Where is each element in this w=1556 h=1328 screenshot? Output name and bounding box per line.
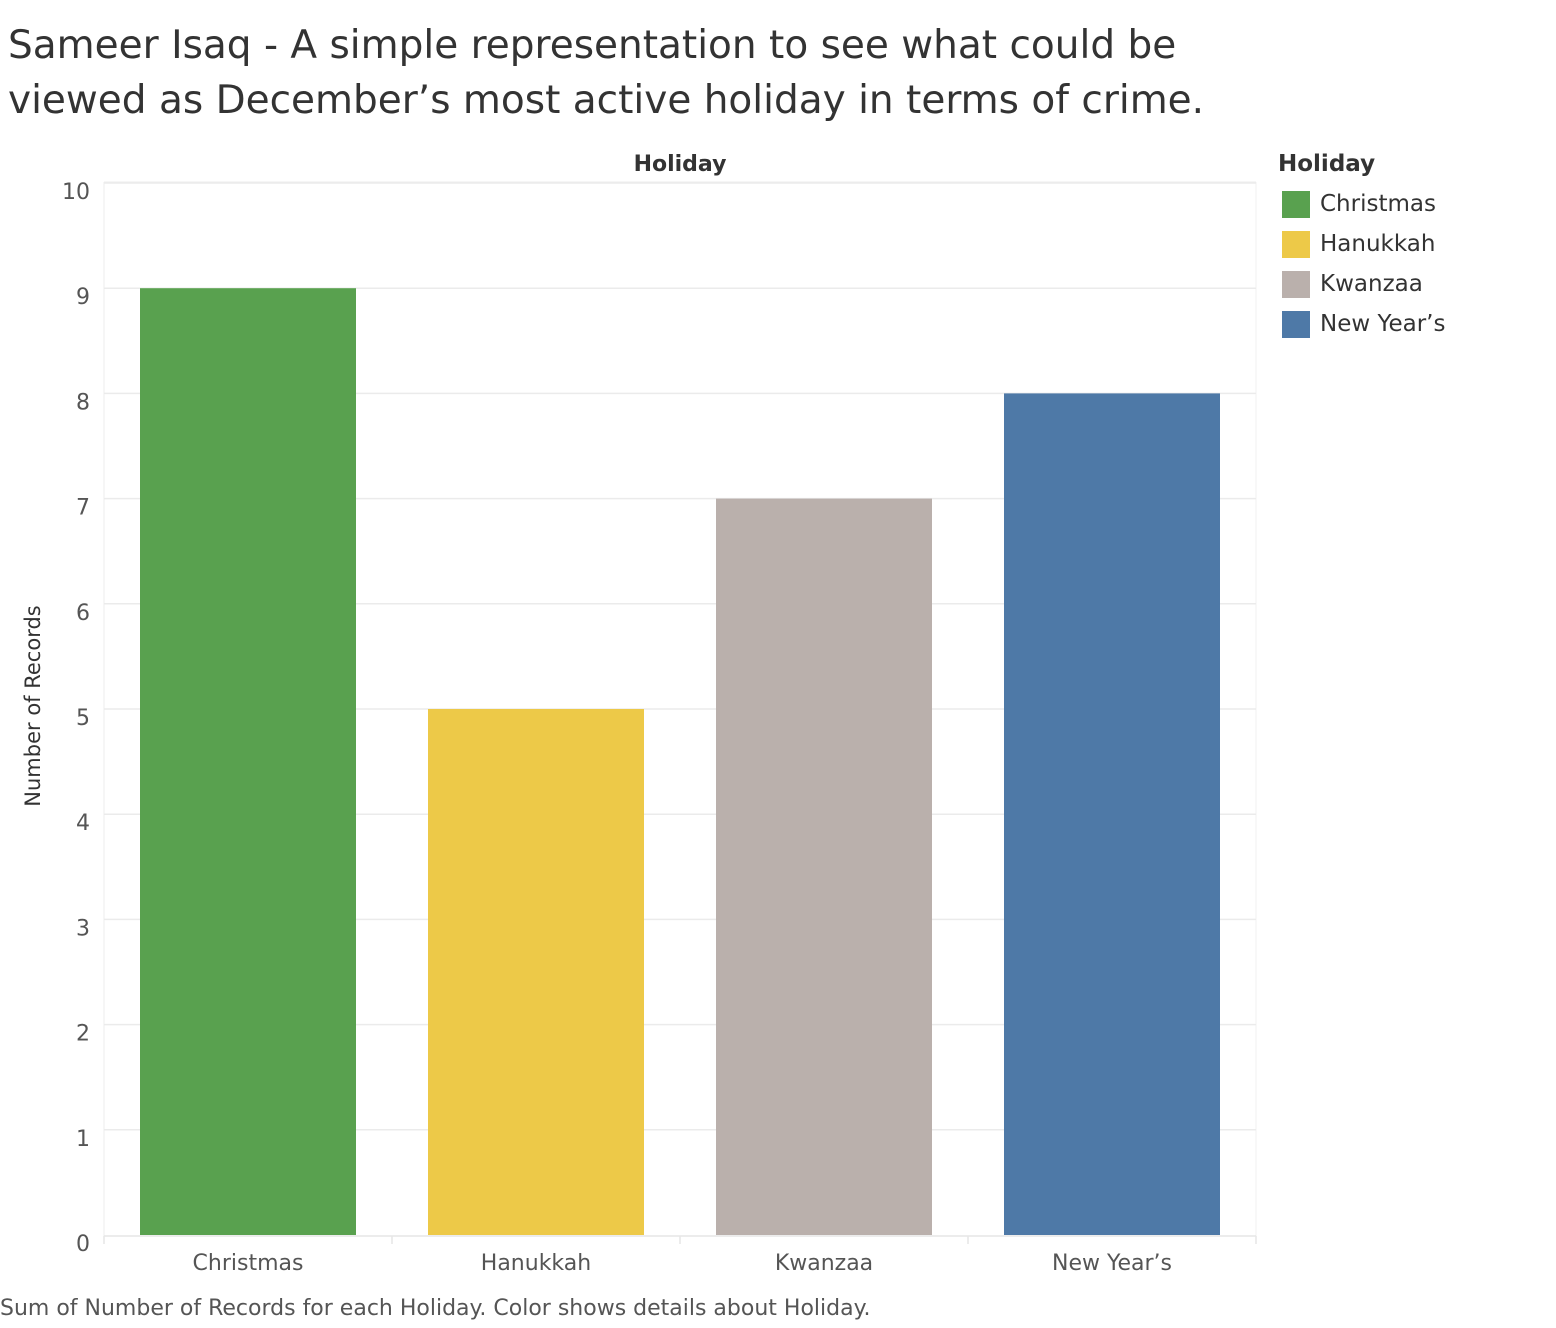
y-tick-label: 9	[76, 285, 90, 310]
y-tick-label: 10	[62, 180, 90, 205]
x-tick-label: Christmas	[193, 1251, 304, 1276]
bar-new-year-s[interactable]	[1004, 393, 1220, 1235]
legend-item-christmas[interactable]: Christmas	[1278, 184, 1538, 224]
y-tick-label: 2	[76, 1022, 90, 1047]
y-tick-label: 7	[76, 496, 90, 521]
y-tick-label: 5	[76, 706, 90, 731]
legend-swatch	[1282, 270, 1310, 298]
legend-item-new-years[interactable]: New Year’s	[1278, 304, 1538, 344]
y-tick-label: 8	[76, 390, 90, 415]
chart-title: Sameer Isaq - A simple representation to…	[8, 23, 1205, 123]
x-tick-label: Kwanzaa	[775, 1251, 873, 1276]
bar-christmas[interactable]	[140, 288, 356, 1235]
legend-title: Holiday	[1278, 151, 1376, 177]
legend-label: New Year’s	[1320, 311, 1446, 337]
axes: 0 1 2 3 4 5 6 7 8 9 10 Christmas Hanukkah Kwanzaa New …	[62, 180, 1257, 1276]
legend-item-kwanzaa[interactable]: Kwanzaa	[1278, 264, 1538, 304]
bars	[140, 288, 1220, 1236]
legend-label: Christmas	[1320, 191, 1436, 217]
column-header: Holiday	[634, 152, 727, 177]
legend-swatch	[1282, 190, 1310, 218]
legend-item-hanukkah[interactable]: Hanukkah	[1278, 224, 1538, 264]
y-tick-label: 6	[76, 601, 90, 626]
y-tick-label: 3	[76, 916, 90, 941]
legend-swatch	[1282, 310, 1310, 338]
y-tick-label: 1	[76, 1127, 90, 1152]
legend: Holiday Christmas Hanukkah Kwanzaa New Y…	[1278, 148, 1538, 344]
x-tick-label: Hanukkah	[481, 1251, 591, 1276]
bar-kwanzaa[interactable]	[716, 498, 932, 1236]
y-tick-label: 4	[76, 811, 90, 836]
y-tick-label: 0	[76, 1232, 90, 1257]
y-axis-label: Number of Records	[21, 605, 45, 806]
legend-swatch	[1282, 230, 1310, 258]
legend-label: Kwanzaa	[1320, 271, 1423, 297]
legend-label: Hanukkah	[1320, 231, 1436, 257]
chart-footnote: Sum of Number of Records for each Holida…	[0, 1296, 871, 1321]
bar-hanukkah[interactable]	[428, 709, 644, 1235]
x-tick-label: New Year’s	[1052, 1251, 1172, 1276]
